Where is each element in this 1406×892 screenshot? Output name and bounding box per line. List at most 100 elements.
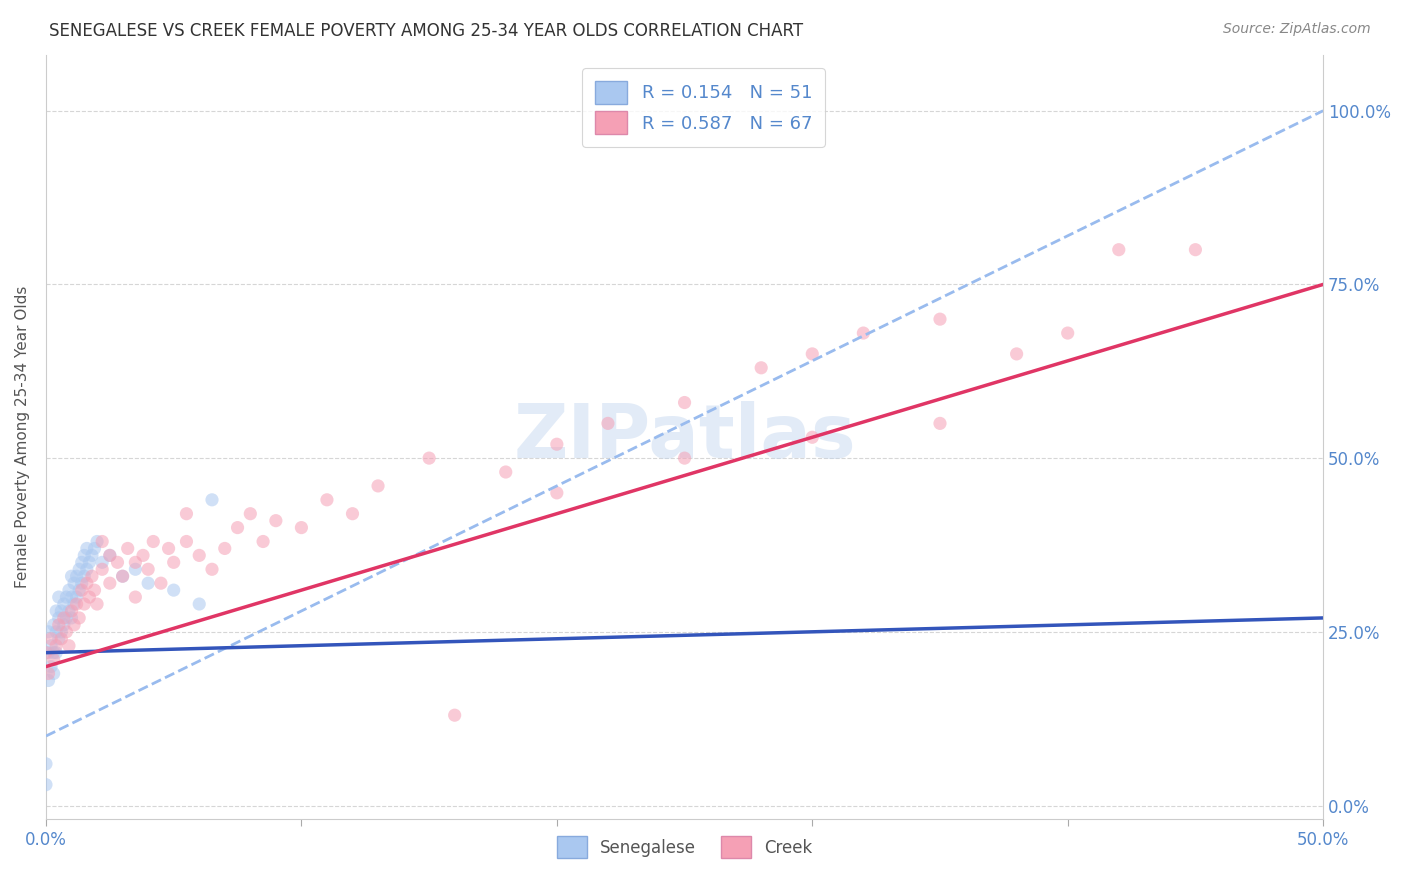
Point (80, 549, 103, 563)
Point (83, 541, 105, 556)
Point (48, 611, 70, 625)
Point (342, 507, 364, 521)
Point (80, 569, 103, 583)
Point (73, 569, 96, 583)
Point (63, 597, 86, 611)
Point (65, 569, 87, 583)
Point (65, 597, 87, 611)
Point (124, 555, 146, 569)
Point (76, 562, 98, 576)
Point (38, 624, 60, 639)
Point (852, 326, 875, 340)
Point (201, 492, 224, 507)
Point (91, 555, 114, 569)
Point (42, 652, 65, 666)
Point (73, 597, 96, 611)
Point (188, 549, 211, 563)
Point (98, 576, 121, 591)
Point (136, 562, 159, 576)
Point (48, 618, 70, 632)
Point (546, 437, 568, 451)
Point (176, 534, 198, 549)
Point (51, 624, 73, 639)
Point (60, 590, 83, 604)
Point (76, 576, 98, 591)
Point (252, 534, 274, 549)
Point (214, 541, 236, 556)
Text: ZIPatlas: ZIPatlas (513, 401, 856, 474)
Point (42, 646, 65, 660)
Point (157, 541, 180, 556)
Point (91, 534, 114, 549)
Point (596, 417, 619, 431)
Point (38, 666, 60, 681)
Point (673, 451, 696, 466)
Point (132, 549, 155, 563)
Y-axis label: Female Poverty Among 25-34 Year Olds: Female Poverty Among 25-34 Year Olds (15, 286, 30, 589)
Point (39, 632, 62, 646)
Point (546, 486, 568, 500)
Point (39, 659, 62, 673)
Point (38, 646, 60, 660)
Point (42, 666, 65, 681)
Point (226, 520, 249, 534)
Point (929, 312, 952, 326)
Point (79, 590, 101, 604)
Text: Source: ZipAtlas.com: Source: ZipAtlas.com (1223, 22, 1371, 37)
Point (52, 611, 75, 625)
Point (163, 583, 186, 598)
Point (91, 562, 114, 576)
Point (79, 555, 101, 569)
Point (201, 562, 224, 576)
Point (55, 624, 77, 639)
Point (55, 590, 77, 604)
Point (1184, 243, 1206, 257)
Point (443, 708, 465, 723)
Point (45, 639, 67, 653)
Point (52, 597, 75, 611)
Point (801, 430, 824, 444)
Point (418, 451, 440, 466)
Point (35, 756, 58, 771)
Point (48, 590, 70, 604)
Point (51, 632, 73, 646)
Point (70, 555, 93, 569)
Point (42, 618, 65, 632)
Point (60, 604, 83, 618)
Point (176, 507, 198, 521)
Point (55, 611, 77, 625)
Point (39, 639, 62, 653)
Point (51, 604, 73, 618)
Legend: Senegalese, Creek: Senegalese, Creek (550, 830, 820, 864)
Point (67, 611, 90, 625)
Point (107, 555, 129, 569)
Point (52, 618, 75, 632)
Point (495, 465, 517, 479)
Point (45, 646, 67, 660)
Point (73, 549, 96, 563)
Point (45, 624, 67, 639)
Point (48, 632, 70, 646)
Point (1056, 326, 1078, 340)
Point (38, 673, 60, 688)
Point (239, 507, 262, 521)
Point (290, 520, 312, 534)
Point (86, 534, 108, 549)
Point (149, 576, 172, 591)
Point (673, 395, 696, 409)
Point (35, 778, 58, 792)
Point (63, 576, 86, 591)
Point (163, 555, 186, 569)
Point (98, 549, 121, 563)
Point (111, 569, 134, 583)
Point (70, 576, 93, 591)
Point (60, 611, 83, 625)
Point (98, 549, 121, 563)
Point (1005, 347, 1028, 361)
Point (67, 562, 90, 576)
Text: SENEGALESE VS CREEK FEMALE POVERTY AMONG 25-34 YEAR OLDS CORRELATION CHART: SENEGALESE VS CREEK FEMALE POVERTY AMONG… (49, 22, 803, 40)
Point (58, 639, 80, 653)
Point (1108, 243, 1130, 257)
Point (70, 583, 93, 598)
Point (142, 534, 165, 549)
